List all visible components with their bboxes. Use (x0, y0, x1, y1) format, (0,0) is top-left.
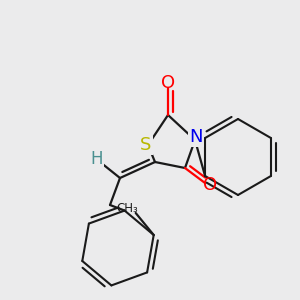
Text: H: H (91, 150, 103, 168)
Text: N: N (189, 128, 203, 146)
Text: S: S (140, 136, 152, 154)
Text: CH₃: CH₃ (117, 202, 139, 214)
Text: O: O (203, 176, 217, 194)
Text: O: O (161, 74, 175, 92)
